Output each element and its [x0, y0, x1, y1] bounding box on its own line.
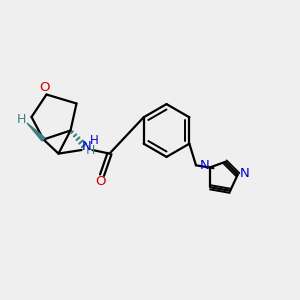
Polygon shape [27, 123, 45, 141]
Text: O: O [95, 175, 106, 188]
Text: O: O [40, 81, 50, 94]
Text: H: H [90, 134, 99, 147]
Text: H: H [86, 144, 96, 157]
Text: N: N [200, 159, 209, 172]
Text: H: H [17, 113, 26, 126]
Text: N: N [82, 140, 92, 153]
Text: N: N [239, 167, 249, 180]
